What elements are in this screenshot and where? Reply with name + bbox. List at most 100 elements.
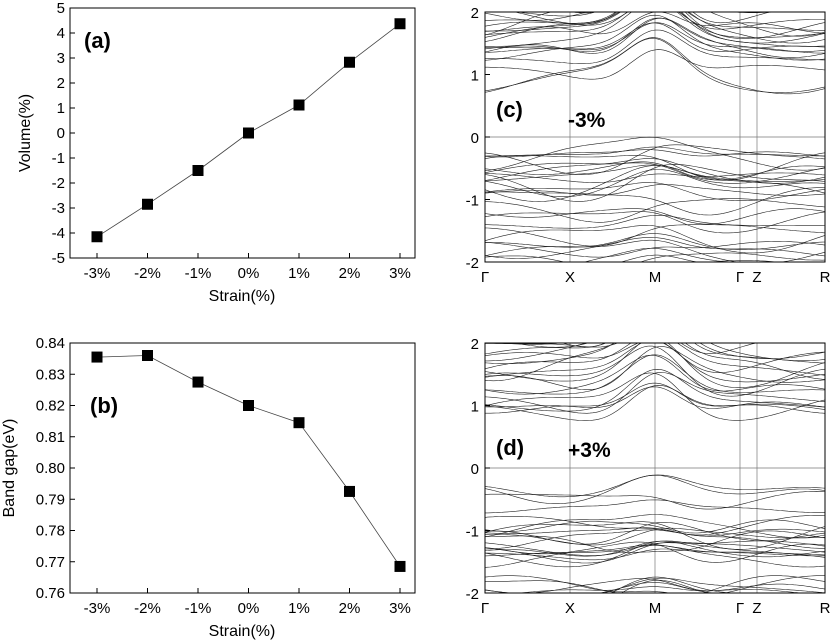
panel-b-frame bbox=[69, 342, 416, 594]
panel-d-label: (d) bbox=[496, 435, 524, 460]
c-band-line bbox=[485, 233, 825, 250]
a-ytick-label: 2 bbox=[57, 75, 65, 92]
b-series-line bbox=[96, 355, 401, 567]
d-ytick-label: 1 bbox=[471, 399, 479, 416]
c-band-line bbox=[570, 12, 598, 14]
d-band-line bbox=[485, 575, 825, 593]
d-band-line bbox=[485, 343, 825, 359]
a-ytick-label: 4 bbox=[57, 25, 65, 42]
b-ytick-label: 0.84 bbox=[36, 335, 65, 352]
c-kpoint-label: M bbox=[649, 269, 662, 286]
d-band-line bbox=[485, 545, 825, 557]
d-band-line bbox=[485, 578, 825, 593]
c-band-line bbox=[485, 12, 825, 47]
panel-b-ticks: 0.76 0.77 0.78 0.79 0.80 0.81 0.82 0.83 0.84 -3% -… bbox=[36, 335, 411, 617]
a-data-point bbox=[293, 99, 305, 111]
c-band-line bbox=[485, 152, 825, 181]
c-band-line bbox=[485, 144, 825, 175]
c-ytick-label: 0 bbox=[471, 130, 479, 147]
a-ytick-label: 5 bbox=[57, 0, 65, 17]
d-band-line bbox=[485, 343, 825, 362]
d-band-line bbox=[485, 343, 825, 382]
a-data-point bbox=[142, 198, 153, 210]
a-xtick-label: 1% bbox=[288, 265, 310, 282]
d-band-line bbox=[485, 515, 825, 536]
d-band-line bbox=[485, 499, 825, 514]
a-ytick-label: -3 bbox=[52, 200, 65, 217]
d-band-line bbox=[485, 540, 825, 558]
panel-c-bands bbox=[485, 12, 825, 262]
a-ytick-label: 3 bbox=[57, 50, 65, 67]
c-kpoint-label: Γ bbox=[481, 269, 489, 286]
a-xtick-label: -2% bbox=[134, 265, 161, 282]
d-band-line bbox=[485, 519, 825, 534]
panel-c-frame bbox=[484, 11, 826, 263]
c-band-line bbox=[485, 17, 825, 58]
d-band-line bbox=[485, 527, 825, 537]
panel-a-ticks: -5 -4 -3 -2 -1 0 1 2 3 4 5 -3% -2% -1% 0% 1% 2% 3% bbox=[52, 0, 411, 282]
c-ytick-label: 1 bbox=[471, 68, 479, 85]
c-band-line bbox=[514, 12, 618, 25]
c-kpoint-label: Z bbox=[752, 269, 761, 286]
c-ytick-label: -1 bbox=[466, 193, 479, 210]
a-data-point bbox=[91, 231, 103, 243]
c-band-line bbox=[485, 163, 825, 202]
panel-b-series bbox=[91, 350, 406, 572]
c-band-lines bbox=[485, 12, 825, 262]
a-data-point bbox=[243, 127, 254, 139]
panel-c-label: (c) bbox=[496, 97, 523, 122]
b-xtick-label: -3% bbox=[84, 600, 111, 617]
a-data-point bbox=[192, 165, 204, 176]
c-band-line bbox=[485, 12, 825, 44]
b-xtick-label: -2% bbox=[134, 600, 161, 617]
d-band-line bbox=[485, 354, 825, 395]
d-band-line bbox=[620, 579, 710, 593]
d-band-line bbox=[485, 514, 825, 538]
c-band-line bbox=[485, 161, 825, 181]
c-band-line bbox=[485, 158, 825, 184]
d-band-line bbox=[500, 343, 738, 345]
d-band-line bbox=[512, 343, 589, 348]
a-xtick-label: 3% bbox=[389, 265, 411, 282]
c-band-line bbox=[485, 184, 825, 196]
c-ytick-label: -2 bbox=[466, 255, 479, 272]
c-band-line bbox=[485, 252, 825, 262]
b-xtick-label: 3% bbox=[389, 600, 411, 617]
b-data-point bbox=[394, 560, 406, 572]
d-ytick-label: -1 bbox=[466, 524, 479, 541]
d-kpoint-label: Γ bbox=[481, 600, 489, 617]
b-ytick-label: 0.79 bbox=[36, 491, 65, 508]
b-ytick-label: 0.80 bbox=[36, 460, 65, 477]
c-band-line bbox=[485, 37, 825, 95]
c-band-line bbox=[485, 22, 825, 52]
c-band-line bbox=[485, 187, 825, 216]
c-ytick-label: 2 bbox=[471, 5, 479, 22]
b-data-point bbox=[142, 350, 153, 361]
b-ytick-label: 0.78 bbox=[36, 523, 65, 540]
panel-a-ylabel: Volume(%) bbox=[17, 94, 34, 172]
a-data-point bbox=[344, 56, 355, 68]
panel-b-ylabel: Band gap(eV) bbox=[1, 419, 18, 518]
c-band-line bbox=[485, 241, 825, 258]
d-band-line bbox=[485, 530, 825, 553]
d-band-line bbox=[485, 490, 825, 510]
a-ytick-label: -5 bbox=[52, 250, 65, 267]
c-kpoint-label: R bbox=[820, 269, 830, 286]
d-band-line bbox=[485, 544, 825, 568]
d-band-line bbox=[485, 529, 825, 550]
b-xtick-label: 0% bbox=[238, 600, 260, 617]
a-data-point bbox=[394, 18, 406, 30]
b-data-point bbox=[91, 351, 103, 363]
panel-a-xlabel: Strain(%) bbox=[209, 288, 276, 305]
c-band-line bbox=[485, 164, 825, 182]
a-xtick-label: 0% bbox=[238, 265, 260, 282]
d-band-line bbox=[485, 343, 758, 354]
c-band-line bbox=[583, 248, 730, 262]
c-band-line bbox=[485, 12, 825, 30]
a-ytick-label: 1 bbox=[57, 100, 65, 117]
d-band-line bbox=[485, 368, 825, 412]
